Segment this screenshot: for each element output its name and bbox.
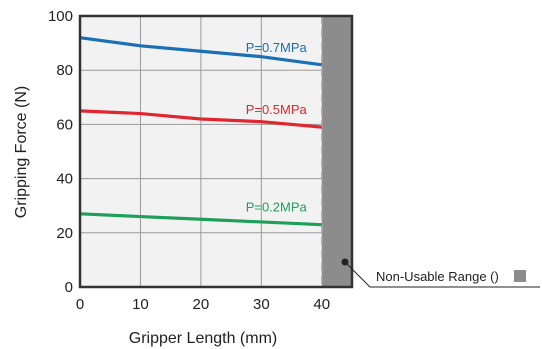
plot-border <box>78 14 354 289</box>
annotation-text: Non-Usable Range () <box>376 269 499 284</box>
series-line <box>79 36 322 67</box>
y-tick-label: 40 <box>56 171 73 188</box>
y-tick-label: 20 <box>56 225 73 242</box>
series-line <box>79 109 322 129</box>
non-usable-range-annotation: Non-Usable Range () <box>341 258 540 288</box>
non-usable-range-band <box>321 16 352 287</box>
y-tick-label: 80 <box>56 62 73 79</box>
y-tick-label: 0 <box>65 279 73 296</box>
annotation-leader-line <box>344 261 540 288</box>
series-label: P=0.2MPa <box>246 200 308 215</box>
grid-lines <box>80 16 322 287</box>
series-label: P=0.5MPa <box>246 102 308 117</box>
y-tick-label: 100 <box>48 8 73 25</box>
x-tick-label: 0 <box>76 296 84 313</box>
x-tick-label: 40 <box>313 296 330 313</box>
x-axis-title: Gripper Length (mm) <box>129 330 278 347</box>
y-tick-label: 60 <box>56 116 73 133</box>
tick-labels: 0 10 20 30 40 0 20 40 60 80 100 <box>48 8 330 313</box>
y-axis-title: Gripping Force (N) <box>13 86 30 218</box>
plot-area <box>80 16 352 287</box>
annotation-label: Non-Usable Range ( <box>376 269 495 284</box>
series-line <box>79 212 322 227</box>
annotation-swatch <box>514 270 526 282</box>
series-group: P=0.7MPa P=0.5MPa P=0.2MPa <box>79 36 322 227</box>
x-tick-label: 30 <box>253 296 270 313</box>
x-tick-label: 10 <box>132 296 149 313</box>
x-tick-label: 20 <box>193 296 210 313</box>
annotation-suffix: ) <box>495 269 499 284</box>
series-label: P=0.7MPa <box>246 40 308 55</box>
